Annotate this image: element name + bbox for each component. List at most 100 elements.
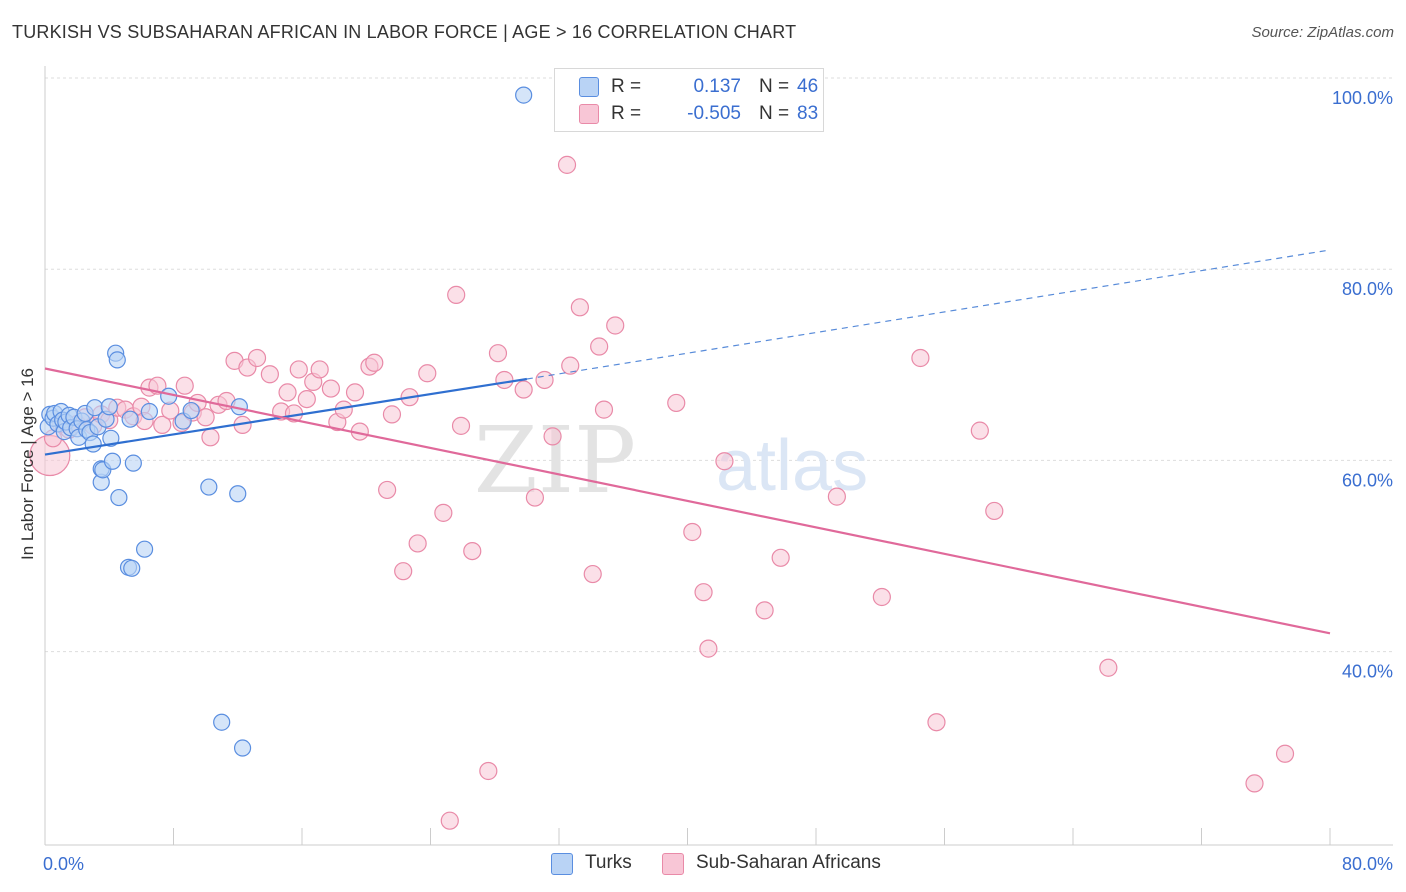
ssa-point	[911, 348, 930, 368]
turks-point	[121, 410, 139, 428]
ssa-point	[1275, 744, 1295, 763]
ssa-point	[606, 316, 625, 335]
ssa-point	[771, 548, 790, 567]
turks-point	[515, 86, 533, 104]
ssa-point	[153, 415, 172, 435]
ssa-point	[451, 416, 471, 435]
n-value: 46	[797, 76, 819, 97]
ssa-point	[479, 761, 498, 781]
ssa-point	[970, 421, 989, 440]
ssa-point	[872, 587, 891, 607]
y-tick-label: 100.0%	[1332, 88, 1393, 108]
ssa-point	[310, 360, 329, 379]
ssa-point	[495, 370, 514, 390]
ssa-point	[297, 389, 316, 409]
stats-legend: R = 0.137 N = 46 R = -0.505 N = 83	[554, 68, 824, 132]
tick-labels: 40.0% 60.0% 80.0% 100.0% 0.0% 80.0%	[43, 88, 1393, 874]
turks-legend-swatch	[551, 853, 573, 875]
turks-point	[124, 454, 142, 472]
ssa-point	[927, 713, 946, 732]
ssa-point	[382, 405, 402, 424]
ssa-point	[434, 503, 453, 522]
ssa-point	[488, 344, 508, 363]
ssa-point	[394, 562, 413, 581]
ssa-point	[447, 285, 466, 304]
ssa-point	[594, 400, 614, 419]
ssa-swatch	[579, 104, 599, 124]
turks-swatch	[579, 77, 599, 97]
turks-trend-line	[44, 377, 528, 456]
turks-points	[39, 86, 533, 757]
trend-lines	[44, 249, 1331, 635]
ssa-point	[378, 480, 397, 500]
ssa-point	[667, 393, 686, 413]
ssa-trend-line	[44, 367, 1331, 635]
turks-point	[229, 485, 247, 503]
turks-point	[182, 401, 200, 420]
turks-point	[135, 540, 154, 558]
gridlines	[45, 77, 1393, 653]
y-tick-label: 60.0%	[1342, 470, 1393, 490]
ssa-point	[1099, 658, 1118, 677]
r-label: R =	[611, 76, 642, 97]
turks-point	[123, 559, 141, 577]
ssa-point	[590, 337, 609, 356]
ssa-point	[543, 427, 562, 446]
n-label: N =	[759, 103, 790, 124]
ssa-point	[985, 501, 1004, 521]
y-tick-label: 80.0%	[1342, 279, 1393, 299]
ssa-point	[196, 408, 215, 427]
r-value: 0.137	[693, 76, 741, 97]
ssa-point	[260, 365, 279, 384]
ssa-point	[715, 452, 734, 471]
turks-point	[102, 429, 120, 447]
ssa-point	[365, 353, 384, 372]
ssa-point	[557, 155, 577, 174]
ssa-point	[201, 428, 220, 447]
ssa-point	[463, 541, 482, 561]
ssa-legend-label: Sub-Saharan Africans	[696, 852, 881, 873]
ssa-point	[583, 564, 602, 584]
x-tick-label: 0.0%	[43, 854, 84, 874]
ssa-point	[1245, 774, 1264, 793]
ssa-point	[440, 811, 459, 830]
ssa-point	[321, 379, 341, 398]
x-tick-label: 80.0%	[1342, 854, 1393, 874]
turks-point	[103, 452, 122, 470]
ssa-point	[514, 380, 533, 399]
ssa-point	[289, 360, 308, 379]
turks-point	[140, 402, 159, 421]
y-axis-title: In Labor Force | Age > 16	[18, 367, 37, 560]
turks-point	[108, 351, 126, 369]
ssa-point	[827, 487, 846, 506]
ssa-point	[525, 488, 545, 507]
turks-point	[100, 398, 118, 416]
ssa-point	[278, 383, 297, 402]
ssa-point	[561, 356, 580, 375]
chart-title: TURKISH VS SUBSAHARAN AFRICAN IN LABOR F…	[12, 22, 797, 42]
turks-point	[110, 488, 128, 507]
ssa-legend-swatch	[662, 853, 684, 875]
ssa-point	[683, 522, 702, 542]
ssa-point	[175, 376, 194, 395]
ssa-point	[694, 583, 713, 602]
turks-point	[84, 435, 102, 453]
watermark-zip: ZIP	[474, 407, 636, 514]
turks-point	[233, 739, 252, 757]
r-label: R =	[611, 103, 642, 124]
r-value: -0.505	[687, 103, 741, 124]
ssa-point	[755, 601, 774, 620]
ssa-point	[418, 364, 437, 383]
n-label: N =	[759, 76, 790, 97]
ssa-point	[699, 639, 718, 658]
turks-point	[200, 478, 218, 496]
turks-legend-label: Turks	[585, 852, 632, 873]
turks-trend-extension	[526, 249, 1331, 380]
ssa-point	[535, 370, 554, 390]
ssa-points	[29, 155, 1295, 830]
turks-point	[213, 713, 231, 731]
ssa-point	[247, 348, 267, 368]
y-tick-label: 40.0%	[1342, 662, 1393, 682]
ssa-point	[408, 534, 427, 553]
